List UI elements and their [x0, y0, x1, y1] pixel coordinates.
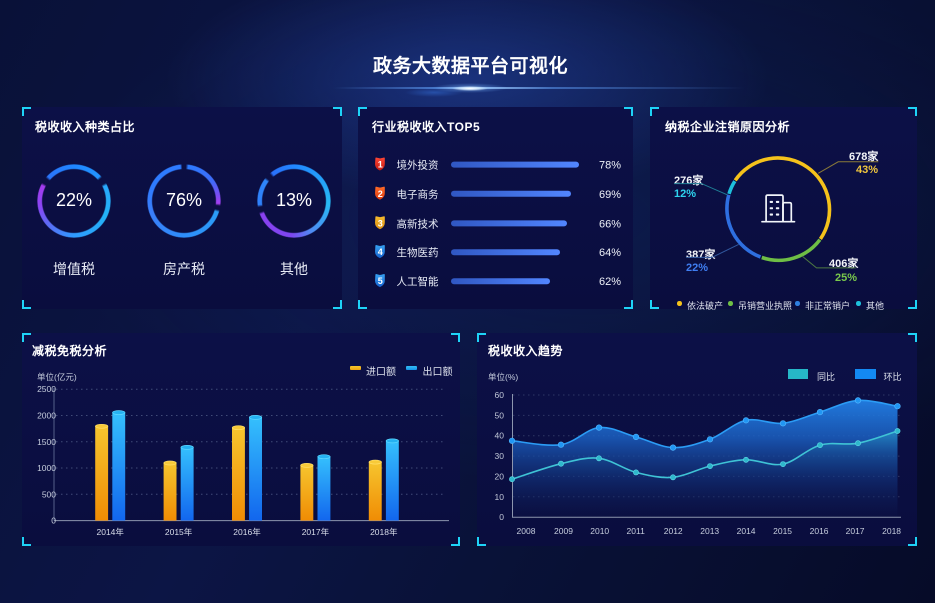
svg-text:20: 20: [495, 471, 505, 481]
svg-text:3: 3: [378, 218, 383, 228]
svg-text:2016: 2016: [810, 526, 829, 536]
svg-text:40: 40: [495, 431, 505, 441]
svg-text:2016年: 2016年: [233, 527, 261, 537]
svg-text:62%: 62%: [599, 276, 621, 288]
svg-text:1: 1: [378, 160, 383, 170]
svg-text:66%: 66%: [599, 218, 621, 230]
svg-text:2014: 2014: [737, 526, 756, 536]
svg-text:电子商务: 电子商务: [397, 188, 439, 201]
svg-text:2013: 2013: [700, 526, 719, 536]
svg-text:境外投资: 境外投资: [397, 159, 439, 172]
svg-text:1000: 1000: [37, 463, 56, 473]
svg-text:500: 500: [42, 489, 56, 499]
svg-text:2000: 2000: [37, 411, 56, 421]
svg-text:2018: 2018: [882, 526, 901, 536]
svg-text:2017年: 2017年: [302, 527, 330, 537]
svg-text:4: 4: [378, 247, 383, 257]
svg-text:人工智能: 人工智能: [397, 275, 439, 288]
svg-text:2: 2: [378, 189, 383, 199]
svg-text:2009: 2009: [554, 526, 573, 536]
svg-text:生物医药: 生物医药: [397, 246, 439, 259]
svg-text:30: 30: [495, 451, 505, 461]
svg-text:2015年: 2015年: [165, 527, 193, 537]
svg-text:2017: 2017: [846, 526, 865, 536]
svg-text:2010: 2010: [590, 526, 609, 536]
svg-text:2018年: 2018年: [370, 527, 398, 537]
svg-text:60: 60: [495, 390, 505, 400]
svg-text:2011: 2011: [627, 526, 646, 536]
svg-text:2014年: 2014年: [96, 527, 124, 537]
svg-text:2008: 2008: [517, 526, 536, 536]
svg-text:64%: 64%: [599, 247, 621, 259]
svg-text:5: 5: [378, 276, 383, 286]
svg-text:2500: 2500: [37, 384, 56, 394]
svg-text:高新技术: 高新技术: [397, 217, 439, 230]
svg-text:10: 10: [495, 492, 505, 502]
svg-text:78%: 78%: [599, 160, 621, 172]
svg-text:0: 0: [51, 516, 56, 526]
svg-text:2012: 2012: [664, 526, 683, 536]
svg-text:1500: 1500: [37, 437, 56, 447]
svg-text:69%: 69%: [599, 189, 621, 201]
svg-text:50: 50: [495, 410, 505, 420]
svg-text:0: 0: [499, 512, 504, 522]
svg-text:2015: 2015: [773, 526, 792, 536]
